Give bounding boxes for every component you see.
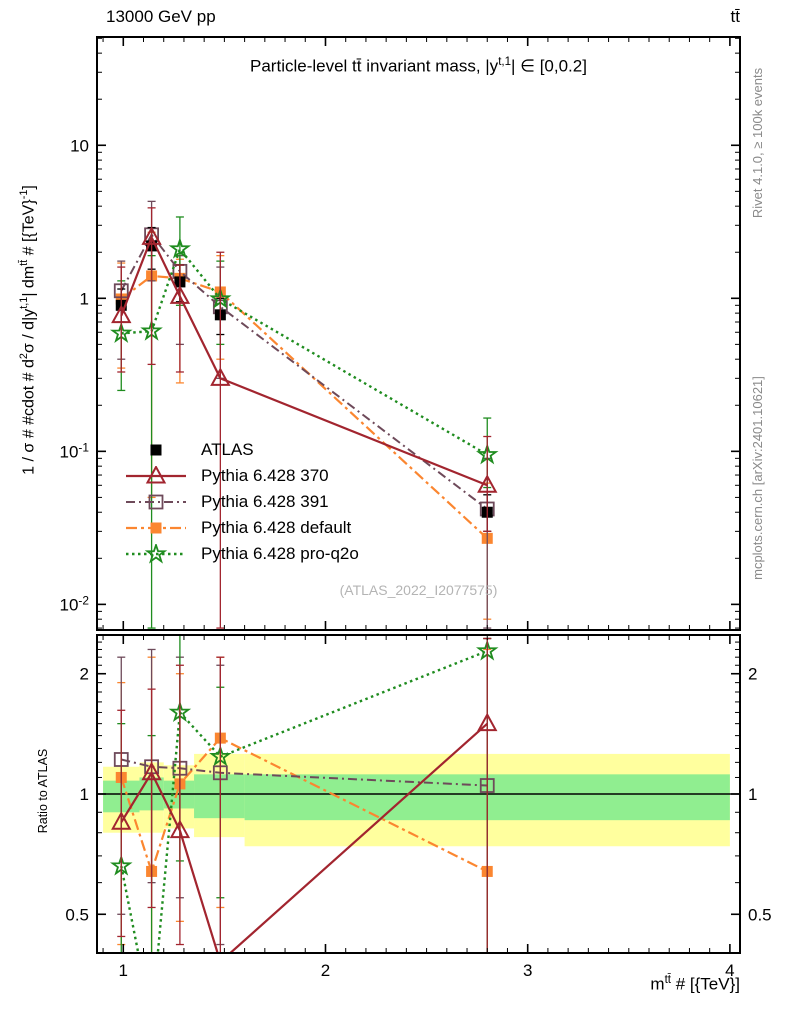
svg-text:1: 1 (748, 785, 757, 804)
process-label: tt̄ (730, 7, 740, 26)
y-axis-title: 1 / σ # #cdot # d2σ / d|yt,1| dmtt̄ # [{… (18, 185, 38, 475)
legend-item-pythia-6-428-default: Pythia 6.428 default (124, 515, 359, 541)
ratio-uncertainty-bands (97, 753, 740, 847)
legend-label: Pythia 6.428 default (201, 518, 352, 537)
svg-text:1: 1 (119, 961, 128, 980)
svg-text:0.5: 0.5 (748, 905, 772, 924)
svg-text:1: 1 (80, 289, 89, 308)
ratio-panel-series (109, 635, 499, 953)
x-axis-title: mtt̄ # [{TeV}] (650, 974, 740, 994)
tick-marks (97, 37, 740, 953)
plot-title: Particle-level tt̄ invariant mass, |yt,1… (250, 56, 587, 76)
svg-text:10-2: 10-2 (60, 593, 90, 614)
legend-marker-square-filled (150, 444, 162, 456)
legend-marker-star-open (126, 544, 186, 564)
tick-labels: 10 1 10-1 10-2 2 2 1 1 0.5 0.5 1 2 3 4 (60, 136, 772, 980)
legend-label: Pythia 6.428 370 (201, 466, 329, 485)
legend-marker-square-open (126, 494, 186, 510)
legend-item-pythia-6-428-391: Pythia 6.428 391 (124, 489, 359, 515)
legend-item-atlas: ATLAS (124, 437, 359, 463)
legend-item-pythia-6-428-pro-q2o: Pythia 6.428 pro-q2o (124, 541, 359, 567)
ratio-axis-title: Ratio to ATLAS (36, 748, 50, 834)
svg-text:2: 2 (321, 961, 330, 980)
analysis-id-watermark: (ATLAS_2022_I2077575) (339, 582, 498, 598)
svg-text:10: 10 (70, 136, 89, 155)
axes: 10 1 10-1 10-2 2 2 1 1 0.5 0.5 1 2 3 4 (60, 36, 772, 980)
ratio-series-pythia-6-428-370 (111, 637, 498, 953)
svg-text:2: 2 (80, 665, 89, 684)
series-pythia-6-428-370 (111, 207, 498, 629)
legend-label: ATLAS (201, 440, 254, 459)
svg-text:0.5: 0.5 (65, 905, 89, 924)
legend-marker-triangle-open (126, 466, 186, 484)
main-panel-series (109, 200, 499, 629)
svg-text:4: 4 (725, 961, 734, 980)
beam-energy-label: 13000 GeV pp (106, 7, 216, 26)
legend-label: Pythia 6.428 pro-q2o (201, 544, 359, 563)
legend-item-pythia-6-428-370: Pythia 6.428 370 (124, 463, 359, 489)
svg-text:1: 1 (80, 785, 89, 804)
legend-label: Pythia 6.428 391 (201, 492, 329, 511)
mcplots-source-note: mcplots.cern.ch [arXiv:2401.10621] (750, 376, 765, 580)
legend-marker-square-filled (126, 522, 186, 534)
svg-text:2: 2 (748, 665, 757, 684)
legend: ATLAS Pythia 6.428 370 Pythia 6.428 391 Pyt… (124, 437, 359, 567)
svg-text:10-1: 10-1 (60, 440, 90, 461)
rivet-version-note: Rivet 4.1.0, ≥ 100k events (750, 67, 765, 219)
svg-text:3: 3 (523, 961, 532, 980)
